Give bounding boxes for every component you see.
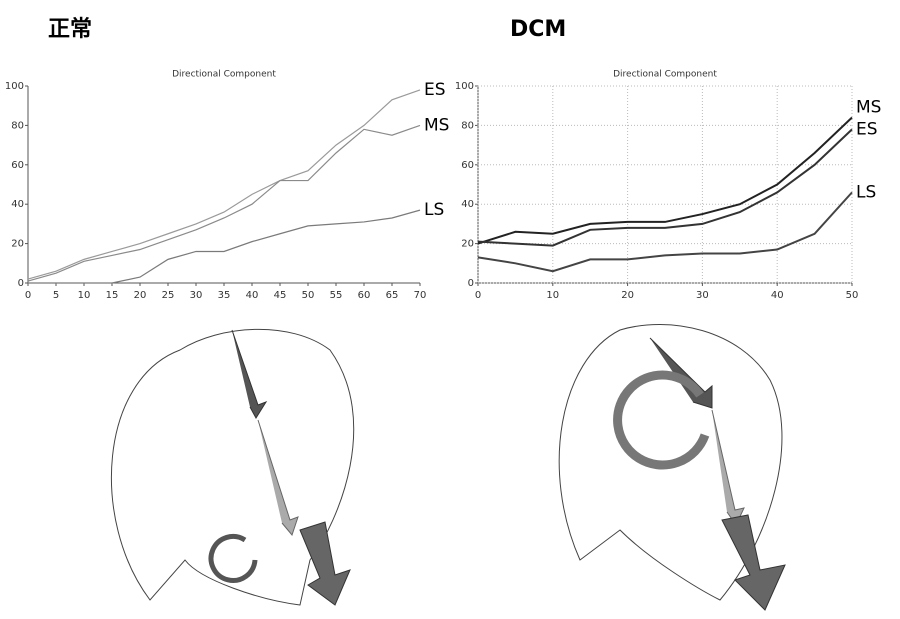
series-label: LS — [424, 200, 444, 220]
x-tick-label: 30 — [190, 290, 203, 301]
y-tick-label: 20 — [461, 239, 474, 250]
series-line — [28, 210, 420, 283]
normal-diagram — [111, 329, 353, 605]
x-tick-label: 5 — [53, 290, 59, 301]
x-tick-label: 20 — [134, 290, 147, 301]
arrow — [722, 515, 785, 610]
series-label: MS — [424, 115, 449, 135]
x-tick-label: 50 — [302, 290, 315, 301]
x-tick-label: 65 — [386, 290, 399, 301]
figure: 正常Directional Component02040608010005101… — [0, 0, 900, 615]
arrow — [712, 410, 744, 525]
panel-label: 正常 — [48, 16, 92, 42]
y-tick-label: 0 — [468, 278, 474, 289]
y-tick-label: 40 — [11, 199, 24, 210]
chart-title: Directional Component — [172, 70, 276, 80]
x-tick-label: 35 — [218, 290, 231, 301]
x-tick-label: 10 — [546, 290, 559, 301]
rotation-icon — [618, 375, 705, 465]
arrow — [232, 330, 266, 418]
series-label: LS — [856, 182, 876, 202]
y-tick-label: 60 — [11, 160, 24, 171]
y-tick-label: 60 — [461, 160, 474, 171]
series-line — [28, 125, 420, 281]
y-tick-label: 20 — [11, 239, 24, 250]
series-line — [478, 129, 852, 245]
panel-label: DCM — [510, 17, 566, 42]
x-tick-label: 20 — [621, 290, 634, 301]
arrow — [300, 522, 350, 605]
x-tick-label: 45 — [274, 290, 287, 301]
x-tick-label: 40 — [771, 290, 784, 301]
series-label: ES — [856, 119, 878, 139]
y-tick-label: 80 — [11, 120, 24, 131]
x-tick-label: 25 — [162, 290, 175, 301]
y-tick-label: 0 — [18, 278, 24, 289]
rotation-icon — [211, 536, 255, 580]
x-tick-label: 70 — [414, 290, 427, 301]
x-tick-label: 15 — [106, 290, 119, 301]
x-tick-label: 10 — [78, 290, 91, 301]
x-tick-label: 30 — [696, 290, 709, 301]
x-tick-label: 0 — [25, 290, 31, 301]
arrow — [258, 420, 298, 535]
dcm-diagram — [559, 324, 785, 610]
series-label: ES — [424, 80, 446, 100]
series-line — [28, 90, 420, 279]
series-line — [478, 118, 852, 244]
chart-title: Directional Component — [613, 70, 717, 80]
series-label: MS — [856, 98, 881, 118]
y-tick-label: 80 — [461, 120, 474, 131]
x-tick-label: 60 — [358, 290, 371, 301]
x-tick-label: 55 — [330, 290, 343, 301]
y-tick-label: 100 — [455, 81, 474, 92]
y-tick-label: 100 — [5, 81, 24, 92]
y-tick-label: 40 — [461, 199, 474, 210]
x-tick-label: 0 — [475, 290, 481, 301]
x-tick-label: 50 — [846, 290, 859, 301]
x-tick-label: 40 — [246, 290, 259, 301]
